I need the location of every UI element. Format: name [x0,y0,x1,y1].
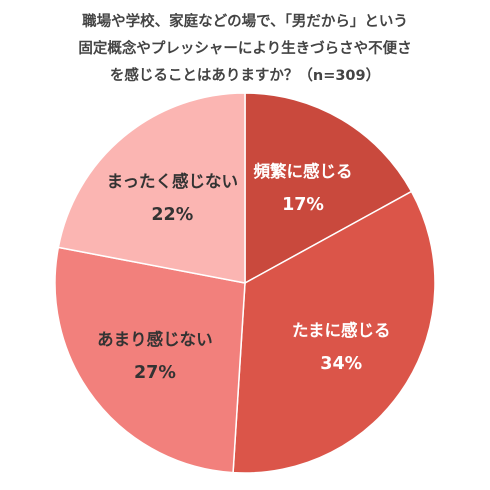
slice-labels: 頻繁に感じる 17% たまに感じる 34% あまり感じない 27% まったく感じない 22% [97,161,390,383]
pie-slice-3 [54,246,246,474]
pie-slice-1 [244,92,413,285]
chart-title: 職場や学校、家庭などの場で、「男だから」という 固定概念やプレッシャーにより生き… [10,9,480,90]
chart-title-line-1: 職場や学校、家庭などの場で、「男だから」という [82,14,408,30]
slice-label-3: あまり感じない [97,329,213,349]
slice-label-4: まったく感じない [107,171,238,191]
slice-label-2: たまに感じる [292,320,391,340]
pie-slice-4 [57,92,246,284]
chart-title-line-3: を感じることはありますか？（n=309） [109,68,381,84]
pie-slice-2 [232,190,436,474]
slice-percent-3: 27% [134,363,176,383]
slice-label-1: 頻繁に感じる [253,161,353,181]
slice-percent-2: 34% [320,354,362,374]
slice-percent-4: 22% [151,205,193,225]
chart-title-line-2: 固定概念やプレッシャーにより生きづらさや不便さ [78,41,412,57]
slice-percent-1: 17% [282,195,324,215]
